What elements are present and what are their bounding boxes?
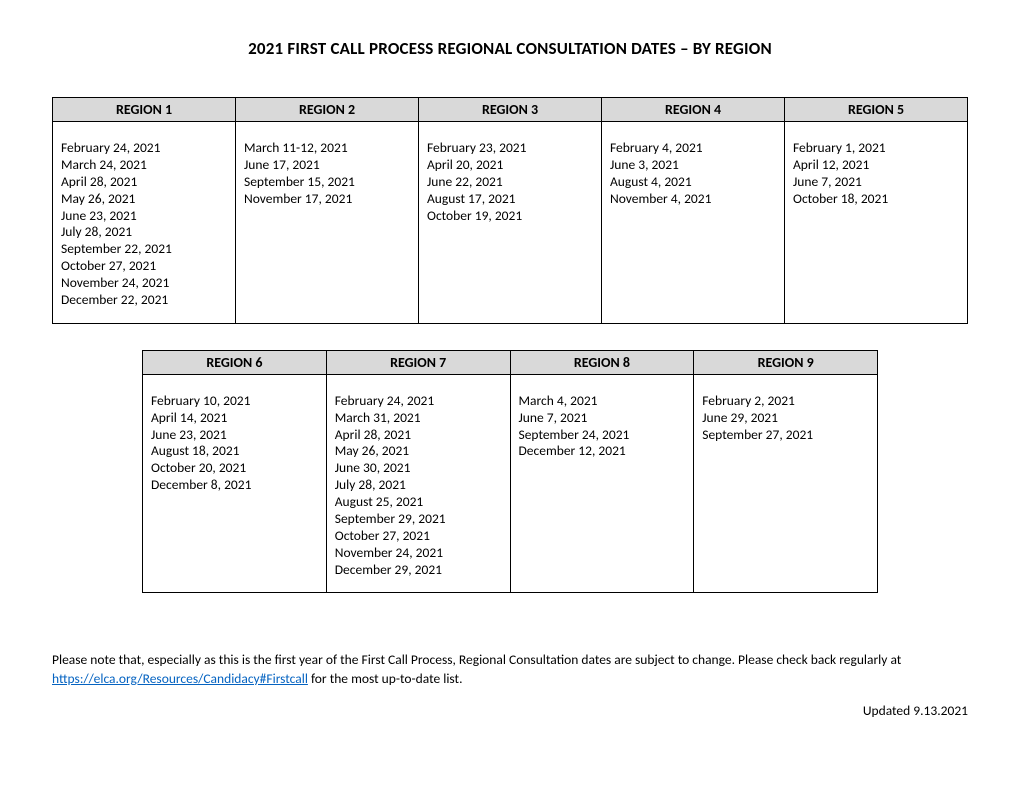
date-item: August 18, 2021	[151, 443, 318, 460]
date-item: June 23, 2021	[151, 427, 318, 444]
dates-cell: February 23, 2021April 20, 2021June 22, …	[419, 122, 602, 324]
date-item: December 8, 2021	[151, 477, 318, 494]
date-item: June 7, 2021	[519, 410, 686, 427]
date-item: November 4, 2021	[610, 191, 776, 208]
date-item: April 28, 2021	[61, 174, 227, 191]
dates-cell: March 11-12, 2021June 17, 2021September …	[236, 122, 419, 324]
page-title: 2021 FIRST CALL PROCESS REGIONAL CONSULT…	[52, 38, 968, 59]
date-item: September 22, 2021	[61, 241, 227, 258]
date-item: February 4, 2021	[610, 140, 776, 157]
date-item: March 4, 2021	[519, 393, 686, 410]
date-item: June 17, 2021	[244, 157, 410, 174]
date-item: October 20, 2021	[151, 460, 318, 477]
date-item: April 14, 2021	[151, 410, 318, 427]
date-item: November 24, 2021	[335, 545, 502, 562]
date-item: March 24, 2021	[61, 157, 227, 174]
date-item: June 7, 2021	[793, 174, 959, 191]
dates-cell: February 10, 2021April 14, 2021June 23, …	[143, 374, 327, 593]
col-header: REGION 7	[326, 350, 510, 374]
regions-table-1: REGION 1 REGION 2 REGION 3 REGION 4 REGI…	[52, 97, 968, 324]
date-item: June 22, 2021	[427, 174, 593, 191]
footnote-link[interactable]: https://elca.org/Resources/Candidacy#Fir…	[52, 670, 308, 687]
date-item: September 29, 2021	[335, 511, 502, 528]
date-item: February 1, 2021	[793, 140, 959, 157]
date-item: May 26, 2021	[61, 191, 227, 208]
dates-cell: February 1, 2021April 12, 2021June 7, 20…	[785, 122, 968, 324]
date-item: November 24, 2021	[61, 275, 227, 292]
table-row: February 10, 2021April 14, 2021June 23, …	[143, 374, 878, 593]
date-item: June 29, 2021	[702, 410, 869, 427]
date-item: October 27, 2021	[335, 528, 502, 545]
regions-table-2: REGION 6 REGION 7 REGION 8 REGION 9 Febr…	[142, 350, 878, 594]
dates-cell: February 24, 2021March 31, 2021April 28,…	[326, 374, 510, 593]
date-item: April 20, 2021	[427, 157, 593, 174]
col-header: REGION 5	[785, 98, 968, 122]
col-header: REGION 8	[510, 350, 694, 374]
date-item: July 28, 2021	[335, 477, 502, 494]
updated-date: Updated 9.13.2021	[52, 702, 968, 719]
date-item: October 19, 2021	[427, 208, 593, 225]
date-item: September 15, 2021	[244, 174, 410, 191]
date-item: February 24, 2021	[335, 393, 502, 410]
date-item: August 17, 2021	[427, 191, 593, 208]
date-item: September 27, 2021	[702, 427, 869, 444]
date-item: February 23, 2021	[427, 140, 593, 157]
date-item: June 23, 2021	[61, 208, 227, 225]
date-item: June 30, 2021	[335, 460, 502, 477]
col-header: REGION 1	[53, 98, 236, 122]
date-item: March 11-12, 2021	[244, 140, 410, 157]
date-item: July 28, 2021	[61, 224, 227, 241]
dates-cell: February 2, 2021June 29, 2021September 2…	[694, 374, 878, 593]
col-header: REGION 3	[419, 98, 602, 122]
footnote: Please note that, especially as this is …	[52, 651, 968, 687]
date-item: December 22, 2021	[61, 292, 227, 309]
date-item: October 18, 2021	[793, 191, 959, 208]
dates-cell: March 4, 2021June 7, 2021September 24, 2…	[510, 374, 694, 593]
date-item: October 27, 2021	[61, 258, 227, 275]
date-item: December 29, 2021	[335, 562, 502, 579]
date-item: May 26, 2021	[335, 443, 502, 460]
dates-cell: February 24, 2021March 24, 2021April 28,…	[53, 122, 236, 324]
footnote-post: for the most up-to-date list.	[308, 670, 463, 687]
date-item: April 28, 2021	[335, 427, 502, 444]
col-header: REGION 2	[236, 98, 419, 122]
col-header: REGION 4	[602, 98, 785, 122]
table-header-row: REGION 6 REGION 7 REGION 8 REGION 9	[143, 350, 878, 374]
date-item: February 2, 2021	[702, 393, 869, 410]
date-item: August 4, 2021	[610, 174, 776, 191]
date-item: August 25, 2021	[335, 494, 502, 511]
footnote-pre: Please note that, especially as this is …	[52, 651, 901, 668]
date-item: April 12, 2021	[793, 157, 959, 174]
date-item: February 10, 2021	[151, 393, 318, 410]
date-item: March 31, 2021	[335, 410, 502, 427]
date-item: June 3, 2021	[610, 157, 776, 174]
dates-cell: February 4, 2021June 3, 2021August 4, 20…	[602, 122, 785, 324]
date-item: September 24, 2021	[519, 427, 686, 444]
date-item: December 12, 2021	[519, 443, 686, 460]
col-header: REGION 6	[143, 350, 327, 374]
table-row: February 24, 2021March 24, 2021April 28,…	[53, 122, 968, 324]
date-item: February 24, 2021	[61, 140, 227, 157]
table-header-row: REGION 1 REGION 2 REGION 3 REGION 4 REGI…	[53, 98, 968, 122]
col-header: REGION 9	[694, 350, 878, 374]
date-item: November 17, 2021	[244, 191, 410, 208]
